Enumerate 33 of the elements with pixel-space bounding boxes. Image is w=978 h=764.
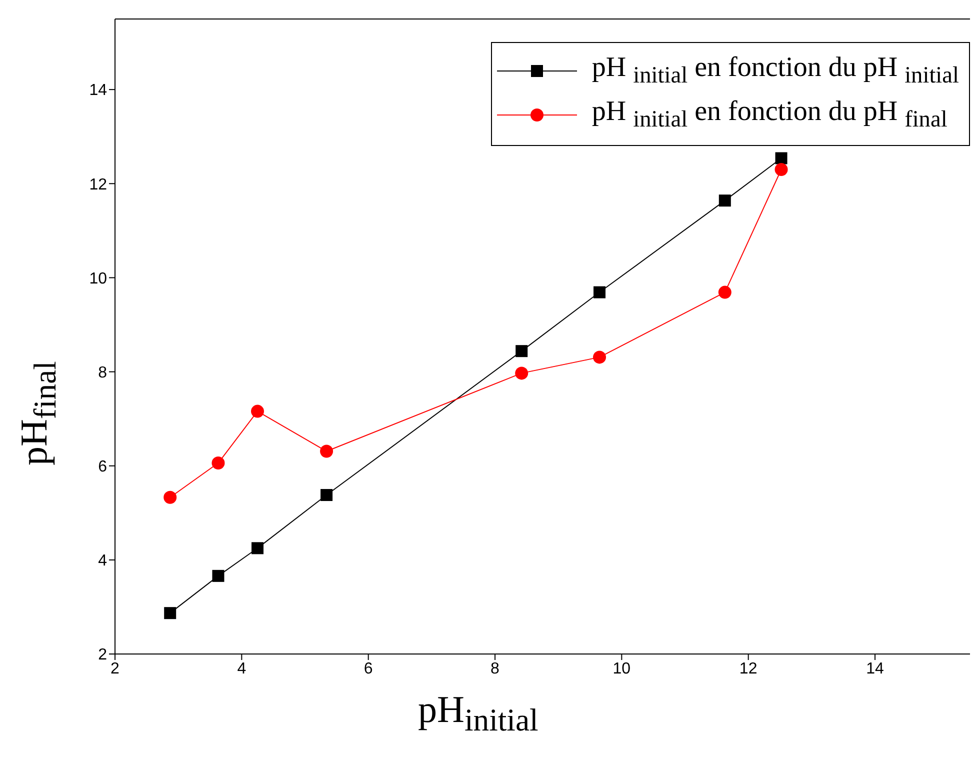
x-tick-label: 10 (612, 660, 631, 678)
x-tick-label: 8 (490, 660, 500, 678)
point (516, 345, 528, 358)
point (775, 152, 788, 164)
x-tick-label: 2 (110, 660, 120, 678)
y-tick-label: 4 (98, 552, 108, 570)
y-tick-label: 2 (98, 646, 108, 664)
point (320, 489, 333, 502)
x-axis-title: pH$_{initial}$ (418, 688, 538, 739)
point (320, 444, 334, 458)
point (515, 366, 528, 380)
point (164, 490, 177, 504)
x-tick-label: 12 (739, 660, 758, 678)
point (164, 607, 176, 620)
y-tick-label: 6 (98, 458, 108, 476)
point (212, 456, 225, 470)
x-tick-label: 4 (237, 660, 246, 678)
x-tick-label: 14 (866, 660, 884, 678)
y-tick-label: 12 (89, 176, 108, 194)
legend-label: pH $_{initial}$ en fonction du pH $_{initial}$ (592, 52, 959, 90)
y-tick-label: 14 (89, 82, 108, 100)
x-tick-label: 6 (364, 660, 373, 678)
y-tick-label: 10 (89, 270, 108, 288)
y-tick-label: 8 (98, 364, 108, 382)
point (252, 542, 264, 554)
legend-label: pH $_{initial}$ en fonction du pH $_{final}$ (592, 96, 948, 134)
point (594, 286, 606, 298)
point (251, 404, 264, 418)
point (718, 286, 732, 299)
point (593, 350, 606, 364)
point (774, 163, 788, 176)
point (718, 194, 731, 207)
point (212, 570, 224, 582)
